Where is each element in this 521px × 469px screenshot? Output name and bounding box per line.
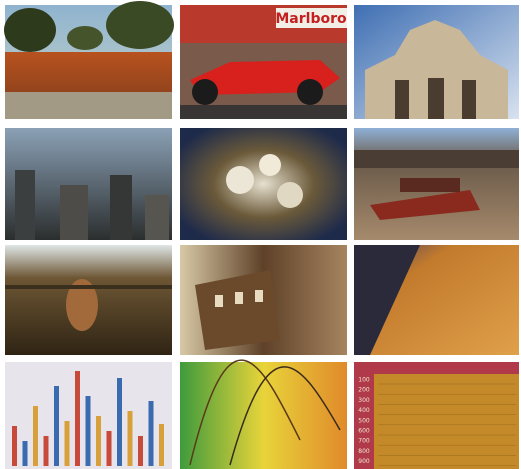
bar xyxy=(86,396,91,466)
building xyxy=(145,195,169,240)
row-label: 400 xyxy=(358,407,370,414)
page: Marlboro xyxy=(0,0,521,469)
row-label: 800 xyxy=(358,448,370,455)
row-label: 200 xyxy=(358,387,370,394)
row-label: 700 xyxy=(358,438,370,445)
bar xyxy=(12,426,17,466)
bar xyxy=(107,431,112,466)
wheel xyxy=(297,79,323,105)
arch xyxy=(395,80,409,119)
wheel xyxy=(192,79,218,105)
photo-collage: Marlboro xyxy=(0,0,521,469)
photo-tower xyxy=(180,245,347,355)
photo-bar-chart xyxy=(5,362,172,469)
row-label: 100 xyxy=(358,377,370,384)
building xyxy=(110,175,132,240)
table-header xyxy=(354,362,519,374)
tree xyxy=(67,26,103,50)
bar xyxy=(159,424,164,466)
bar xyxy=(149,401,154,466)
photo-orchard xyxy=(4,1,174,119)
window xyxy=(235,292,243,304)
stones xyxy=(5,92,172,119)
bar xyxy=(96,416,101,466)
table-background xyxy=(354,362,519,469)
road xyxy=(180,105,347,119)
photo-table: 100 200 300 400 500 600 700 800 900 xyxy=(354,362,519,469)
window xyxy=(255,290,263,302)
blossom xyxy=(180,128,347,240)
photo-curves xyxy=(180,360,347,469)
bar xyxy=(44,436,49,466)
town xyxy=(354,150,519,168)
photo-blossom xyxy=(180,128,347,240)
bar xyxy=(75,371,80,466)
row-label: 300 xyxy=(358,397,370,404)
tree xyxy=(106,1,174,49)
flower xyxy=(226,166,254,194)
row-label: 500 xyxy=(358,417,370,424)
row-label: 900 xyxy=(358,458,370,465)
bar xyxy=(117,378,122,466)
photo-race-car: Marlboro xyxy=(180,5,347,119)
tree xyxy=(4,8,56,52)
photo-sand xyxy=(354,245,519,355)
building xyxy=(15,170,35,240)
photo-cow xyxy=(5,245,172,355)
building xyxy=(60,185,88,240)
photo-basilica xyxy=(354,5,519,119)
bar xyxy=(138,436,143,466)
bar xyxy=(128,411,133,466)
bar xyxy=(54,386,59,466)
bar xyxy=(33,406,38,466)
banner-text: Marlboro xyxy=(275,11,347,27)
gradient xyxy=(180,362,347,469)
photo-city xyxy=(5,128,172,240)
arch xyxy=(462,80,476,119)
bar xyxy=(23,441,28,466)
flower xyxy=(277,182,303,208)
row-label: 600 xyxy=(358,428,370,435)
flower xyxy=(259,154,281,176)
cabin xyxy=(400,178,460,192)
photo-harbor xyxy=(354,128,519,240)
arch xyxy=(428,78,444,119)
fence xyxy=(5,285,172,289)
bar xyxy=(65,421,70,466)
window xyxy=(215,295,223,307)
